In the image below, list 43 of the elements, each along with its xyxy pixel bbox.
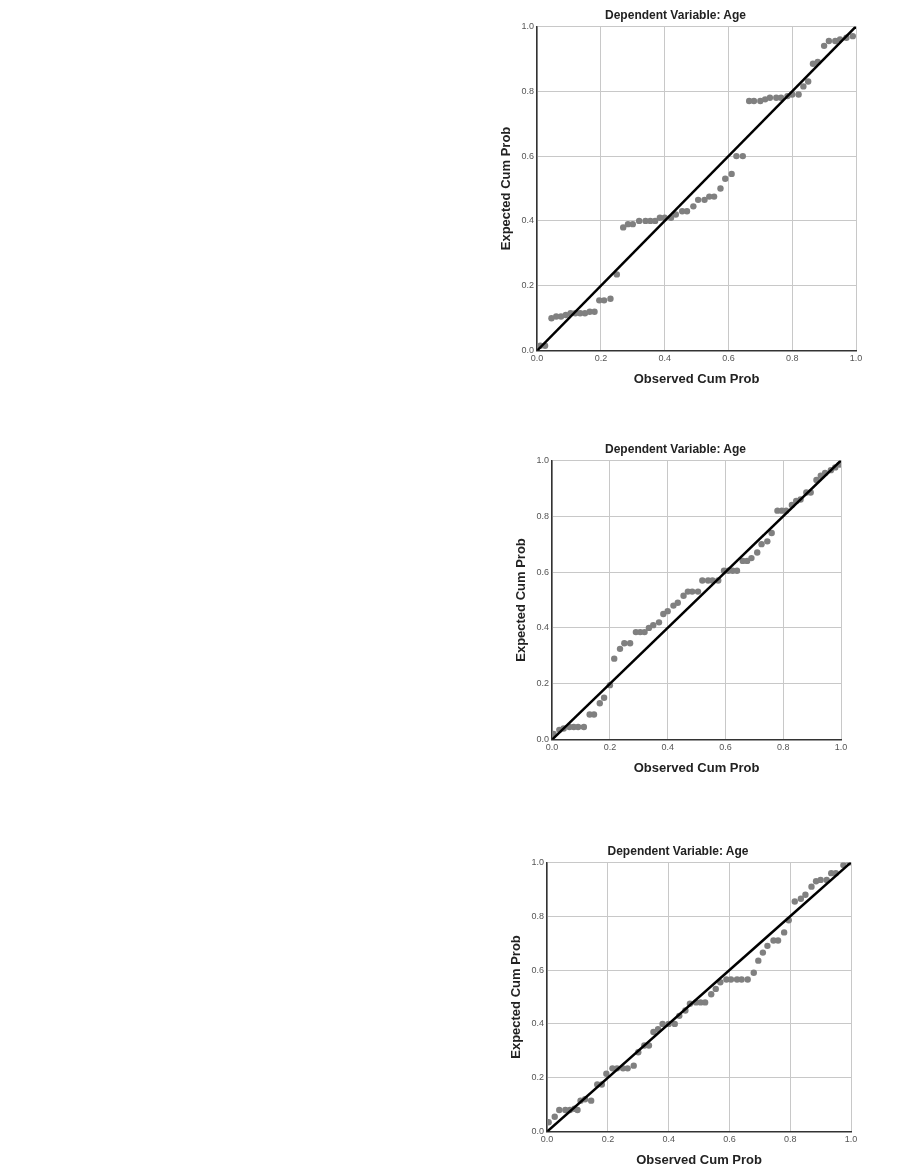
x-tick-label: 0.8 — [783, 1134, 797, 1145]
y-tick-label: 0.8 — [531, 910, 545, 921]
y-tick-label: 0.8 — [521, 85, 535, 96]
x-axis-title: Observed Cum Prob — [636, 1151, 762, 1167]
y-tick-label: 1.0 — [531, 856, 545, 867]
y-tick-label: 0.2 — [531, 1072, 545, 1083]
y-tick-label: 0.2 — [536, 678, 550, 689]
y-axis-title: Expected Cum Prob — [513, 538, 529, 662]
y-tick-label: 0.4 — [536, 622, 550, 633]
y-tick-label: 0.6 — [531, 964, 545, 975]
y-tick-label: 0.4 — [531, 1018, 545, 1029]
x-tick-label: 0.4 — [661, 742, 674, 753]
y-tick-label: 1.0 — [521, 20, 535, 31]
x-tick-label: 0.2 — [601, 1134, 615, 1145]
x-tick-label: 0.6 — [723, 1134, 736, 1145]
x-tick-label: 0.8 — [776, 742, 790, 753]
x-tick-label: 0.2 — [603, 742, 617, 753]
y-tick-label: 0.8 — [536, 510, 550, 521]
y-tick-label: 0.6 — [536, 566, 550, 577]
y-tick-label: 0.0 — [536, 734, 550, 745]
y-tick-label: 1.0 — [536, 454, 550, 465]
y-tick-label: 0.0 — [521, 345, 535, 356]
x-tick-label: 1.0 — [844, 1134, 858, 1145]
y-axis-title: Expected Cum Prob — [508, 935, 524, 1059]
chart-title: Dependent Variable: Age — [607, 843, 749, 858]
x-tick-label: 1.0 — [834, 742, 848, 753]
y-tick-label: 0.6 — [521, 150, 535, 161]
x-tick-label: 0.2 — [594, 353, 608, 364]
y-tick-label: 0.2 — [521, 280, 535, 291]
y-tick-label: 0.0 — [531, 1126, 545, 1137]
x-tick-label: 0.4 — [658, 353, 671, 364]
x-tick-label: 0.0 — [545, 742, 559, 753]
y-axis-title: Expected Cum Prob — [498, 126, 514, 251]
x-axis-title: Observed Cum Prob — [633, 759, 760, 775]
x-axis-title: Observed Cum Prob — [633, 370, 760, 386]
x-tick-label: 0.6 — [719, 742, 732, 753]
y-tick-label: 0.4 — [521, 215, 535, 226]
x-tick-label: 0.6 — [722, 353, 735, 364]
x-tick-label: 1.0 — [849, 353, 863, 364]
x-tick-label: 0.4 — [662, 1134, 675, 1145]
chart-title: Dependent Variable: Age — [605, 7, 747, 22]
x-tick-label: 0.8 — [785, 353, 799, 364]
chart-title: Dependent Variable: Age — [605, 441, 747, 456]
